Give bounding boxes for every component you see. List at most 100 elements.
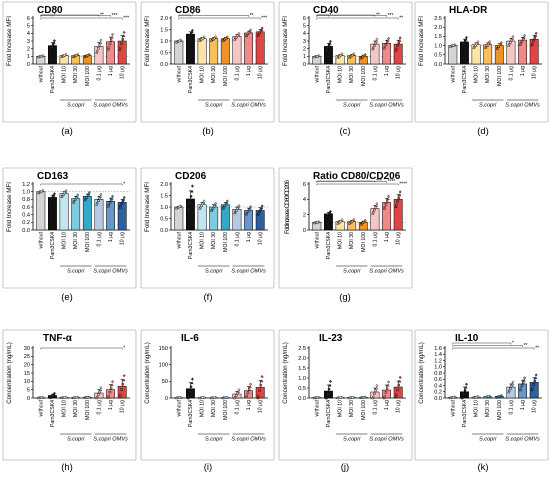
x-tick-label: MOI 30 bbox=[349, 66, 355, 83]
x-tick-label: 10 µg bbox=[396, 232, 402, 245]
y-tick-label: 0.0 bbox=[298, 396, 306, 402]
data-point bbox=[99, 38, 103, 42]
data-point bbox=[385, 41, 389, 44]
data-point bbox=[511, 382, 515, 386]
data-point bbox=[464, 35, 468, 40]
data-point bbox=[499, 41, 503, 45]
panel-label: (h) bbox=[61, 462, 73, 473]
data-point bbox=[51, 43, 55, 46]
data-point bbox=[71, 200, 76, 204]
data-point bbox=[507, 390, 511, 394]
data-point bbox=[476, 40, 480, 44]
data-point bbox=[120, 42, 123, 45]
data-point bbox=[464, 385, 468, 389]
chart-panel: CD206 Fold Increase MFI 0.0 0.5 1.0 1.5 2.0 wit… bbox=[140, 167, 275, 289]
group-label: S.copri bbox=[343, 103, 361, 109]
y-tick-label: 1.2 bbox=[434, 358, 442, 364]
data-point bbox=[175, 206, 179, 210]
data-point bbox=[106, 204, 110, 208]
data-point bbox=[97, 199, 100, 203]
y-tick-label: 0.5 bbox=[160, 216, 168, 222]
chart-title: Ratio CD80/CD206 bbox=[313, 171, 401, 182]
data-point bbox=[244, 34, 248, 38]
data-point bbox=[249, 205, 253, 209]
data-point bbox=[386, 197, 390, 200]
data-point bbox=[48, 199, 52, 203]
data-point bbox=[119, 393, 122, 397]
data-point bbox=[340, 218, 344, 222]
data-point bbox=[347, 221, 352, 225]
x-tick-label: MOI 100 bbox=[361, 66, 367, 86]
x-tick-label: 10 µg bbox=[258, 232, 264, 245]
data-point bbox=[256, 33, 260, 37]
y-tick-label: 1.0 bbox=[434, 43, 442, 49]
data-point bbox=[386, 383, 390, 387]
data-point bbox=[119, 46, 122, 50]
y-tick-label: 5 bbox=[27, 23, 30, 29]
data-point bbox=[460, 396, 464, 400]
data-point bbox=[328, 383, 332, 387]
x-tick-label: 10 µg bbox=[532, 400, 538, 413]
data-point bbox=[178, 205, 181, 209]
y-tick-label: 0 bbox=[27, 62, 30, 68]
y-tick-label: 4 bbox=[303, 31, 306, 37]
data-point bbox=[237, 31, 241, 36]
data-point bbox=[518, 42, 522, 46]
data-point bbox=[188, 390, 192, 393]
data-point bbox=[523, 376, 527, 380]
y-tick-label: 0 bbox=[303, 62, 306, 68]
x-tick-label: without bbox=[38, 399, 44, 416]
bar bbox=[209, 38, 219, 65]
panel-frame bbox=[140, 167, 275, 289]
panel-frame bbox=[278, 167, 413, 289]
data-point bbox=[52, 39, 56, 43]
data-point bbox=[225, 35, 229, 39]
data-point bbox=[37, 55, 41, 59]
data-point bbox=[260, 375, 264, 379]
y-tick-label: 2.5 bbox=[434, 16, 442, 22]
significance-label: **** bbox=[399, 182, 407, 188]
data-point bbox=[316, 396, 319, 399]
data-point bbox=[201, 202, 204, 206]
panel-label: (b) bbox=[202, 126, 214, 137]
y-tick-label: 10 bbox=[24, 379, 30, 385]
x-tick-label: MOI 10 bbox=[338, 232, 344, 249]
x-tick-label: without bbox=[450, 65, 456, 82]
x-tick-label: 0.1 µg bbox=[96, 66, 102, 81]
data-point bbox=[384, 391, 388, 394]
y-tick-label: 0.8 bbox=[22, 197, 30, 203]
data-point bbox=[398, 193, 402, 197]
group-label: S.copri OMVs bbox=[369, 103, 404, 109]
data-point bbox=[83, 198, 87, 202]
data-point bbox=[189, 32, 193, 35]
data-point bbox=[256, 213, 260, 217]
data-point bbox=[313, 221, 317, 225]
data-point bbox=[472, 46, 476, 49]
data-point bbox=[523, 34, 527, 38]
data-point bbox=[534, 31, 538, 35]
data-point bbox=[313, 396, 317, 400]
y-tick-label: 6 bbox=[303, 182, 306, 188]
data-point bbox=[375, 37, 379, 41]
chart-panel: CD163 Fold Increase MFI 0.0 0.2 0.40.6 0.8 1.0… bbox=[2, 167, 137, 289]
bar bbox=[370, 208, 380, 231]
data-point bbox=[534, 373, 538, 377]
data-point bbox=[518, 388, 522, 392]
bar bbox=[174, 40, 184, 65]
data-point bbox=[74, 396, 78, 399]
x-tick-label: MOI 100 bbox=[223, 232, 229, 252]
data-point bbox=[179, 38, 183, 42]
x-tick-label: MOI 10 bbox=[474, 400, 480, 417]
data-point bbox=[190, 189, 194, 193]
data-point bbox=[396, 388, 399, 392]
bar bbox=[36, 191, 46, 231]
data-point bbox=[248, 385, 252, 389]
data-point bbox=[235, 209, 238, 212]
data-point bbox=[371, 396, 375, 400]
data-point bbox=[50, 197, 54, 200]
x-tick-label: Pam3CSK4 bbox=[326, 400, 332, 427]
significance-label: ** bbox=[524, 343, 528, 349]
y-axis-label: Fold increase CD80/CD206 bbox=[284, 179, 291, 234]
data-point bbox=[214, 201, 218, 205]
data-point bbox=[371, 47, 375, 51]
